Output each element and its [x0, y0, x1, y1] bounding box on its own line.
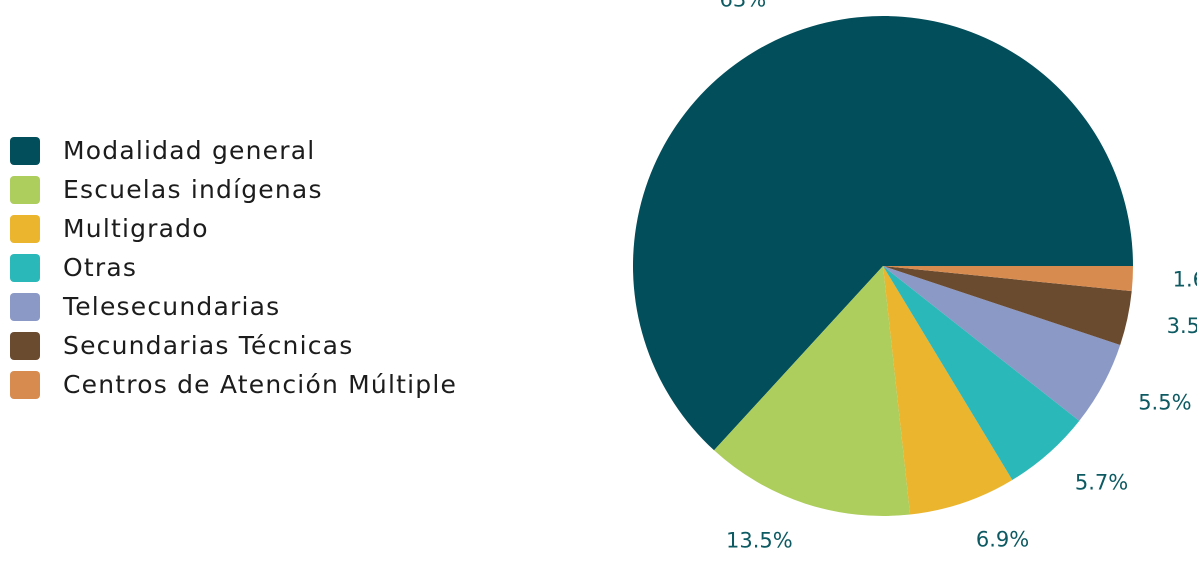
legend-item: Multigrado [10, 209, 530, 248]
legend-item: Secundarias Técnicas [10, 326, 530, 365]
legend-label: Modalidad general [63, 136, 316, 165]
legend-swatch [10, 331, 40, 360]
slice-label: 5.5% [1138, 391, 1191, 415]
slice-label: 6.9% [976, 528, 1029, 552]
slice-label: 1.6% [1173, 268, 1197, 292]
pie-slice [883, 266, 1013, 515]
legend-item: Centros de Atención Múltiple [10, 365, 530, 404]
legend-item: Modalidad general [10, 131, 530, 170]
legend-label: Escuelas indígenas [63, 175, 323, 204]
legend-swatch [10, 175, 40, 204]
legend-swatch [10, 214, 40, 243]
pie-slice [883, 266, 1133, 292]
legend-item: Otras [10, 248, 530, 287]
legend-swatch [10, 292, 40, 321]
legend-label: Otras [63, 253, 138, 282]
legend-label: Telesecundarias [63, 292, 281, 321]
pie-slice [883, 266, 1121, 421]
pie-slice [714, 266, 911, 516]
slice-label: 63% [720, 0, 767, 12]
legend-label: Centros de Atención Múltiple [63, 370, 458, 399]
pie-slice [883, 266, 1132, 345]
pie-slice [633, 15, 1133, 451]
legend-label: Secundarias Técnicas [63, 331, 354, 360]
legend-label: Multigrado [63, 214, 209, 243]
legend-swatch [10, 370, 40, 399]
slice-label: 3.5% [1167, 314, 1197, 338]
legend-item: Telesecundarias [10, 287, 530, 326]
legend-swatch [10, 136, 40, 165]
legend-item: Escuelas indígenas [10, 170, 530, 209]
legend-swatch [10, 253, 40, 282]
legend: Modalidad general Escuelas indígenas Multi… [10, 131, 530, 404]
slice-label: 13.5% [726, 529, 793, 553]
pie-slice [883, 266, 1080, 480]
slice-label: 5.7% [1075, 470, 1128, 494]
